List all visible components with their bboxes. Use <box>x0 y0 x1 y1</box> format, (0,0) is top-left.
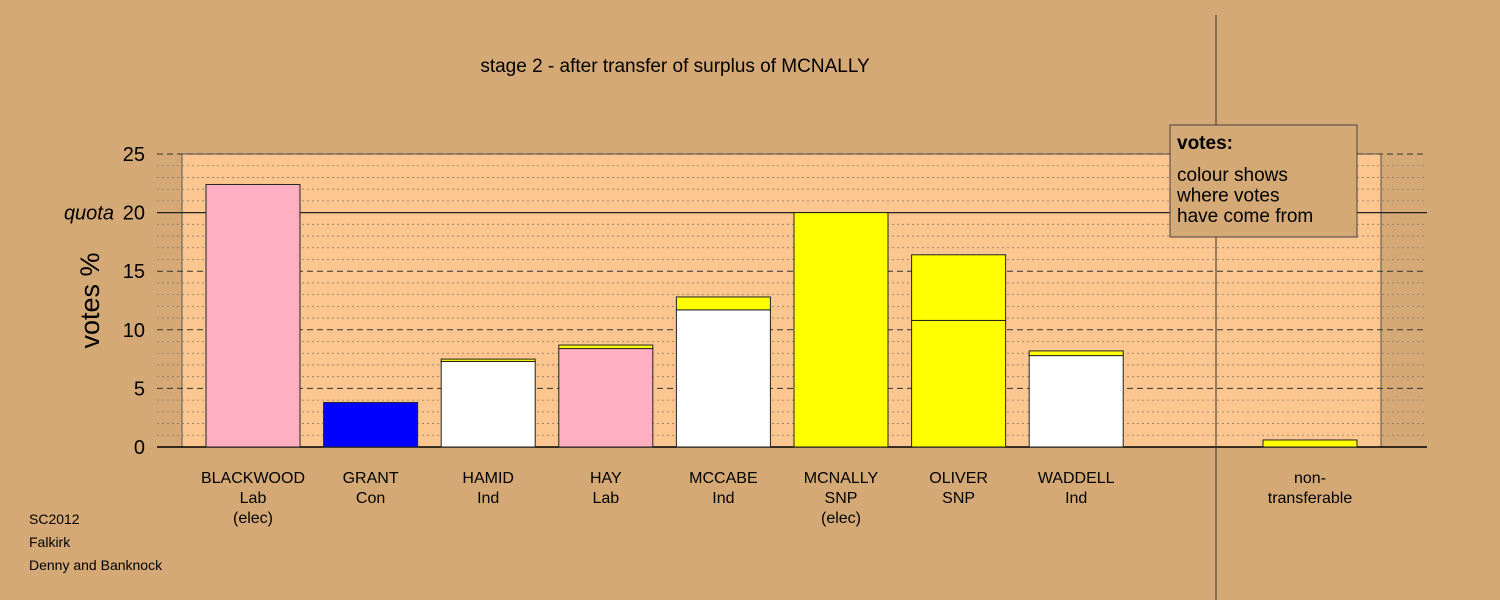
bar-oliver-segment-1 <box>911 319 1007 448</box>
candidate-status-blackwood: (elec) <box>233 510 273 527</box>
candidate-party-blackwood: Lab <box>240 490 267 507</box>
bar-hay-segment-2 <box>558 344 654 350</box>
candidate-party-oliver: SNP <box>942 490 975 507</box>
y-tick-label: 0 <box>134 437 145 459</box>
y-tick-label: 15 <box>123 261 145 283</box>
legend-line: colour shows <box>1177 165 1288 186</box>
bar-non-transferable-segment-1 <box>1262 439 1358 448</box>
candidate-name-grant: GRANT <box>343 470 399 487</box>
candidate-party-hamid: Ind <box>477 490 499 507</box>
bar-mccabe-segment-1 <box>675 309 771 448</box>
bar-waddell-segment-2 <box>1028 350 1124 357</box>
legend-title: votes: <box>1177 133 1233 154</box>
bar-oliver-segment-2 <box>911 254 1007 321</box>
candidate-name-waddell: WADDELL <box>1038 470 1115 487</box>
footer-council: Falkirk <box>29 534 71 550</box>
candidate-name-mccabe: MCCABE <box>689 470 757 487</box>
candidate-name-hamid: HAMID <box>462 470 514 487</box>
legend-line: have come from <box>1177 206 1313 227</box>
bar-blackwood-segment-1 <box>205 183 301 448</box>
y-tick-label: 10 <box>123 320 145 342</box>
candidate-name-hay: HAY <box>590 470 622 487</box>
candidate-status-mcnally: (elec) <box>821 510 861 527</box>
y-axis-label: votes % <box>75 252 105 348</box>
bar-hamid-segment-1 <box>440 360 536 448</box>
non-transferable-label-2: transferable <box>1268 490 1353 507</box>
candidate-party-mcnally: SNP <box>825 490 858 507</box>
candidate-name-mcnally: MCNALLY <box>804 470 879 487</box>
bar-mcnally-segment-1 <box>793 212 889 448</box>
bar-waddell-segment-1 <box>1028 355 1124 448</box>
candidate-name-blackwood: BLACKWOOD <box>201 470 305 487</box>
y-tick-label: 20 <box>123 203 145 225</box>
candidate-name-oliver: OLIVER <box>929 470 988 487</box>
bar-hamid-segment-2 <box>440 358 536 362</box>
bar-grant-segment-1 <box>323 401 419 448</box>
quota-label: quota <box>64 203 114 225</box>
bar-hay-segment-1 <box>558 348 654 448</box>
non-transferable-label-1: non- <box>1294 470 1326 487</box>
footer-election: SC2012 <box>29 511 80 527</box>
candidate-party-hay: Lab <box>592 490 619 507</box>
legend-line: where votes <box>1176 186 1279 207</box>
legend-box <box>1169 124 1358 238</box>
candidate-party-mccabe: Ind <box>712 490 734 507</box>
chart-title: stage 2 - after transfer of surplus of M… <box>480 56 870 77</box>
y-tick-label: 25 <box>123 144 145 166</box>
candidate-party-waddell: Ind <box>1065 490 1087 507</box>
candidate-party-grant: Con <box>356 490 385 507</box>
footer-ward: Denny and Banknock <box>29 557 163 573</box>
y-tick-label: 5 <box>134 378 145 400</box>
bar-mccabe-segment-2 <box>675 296 771 311</box>
